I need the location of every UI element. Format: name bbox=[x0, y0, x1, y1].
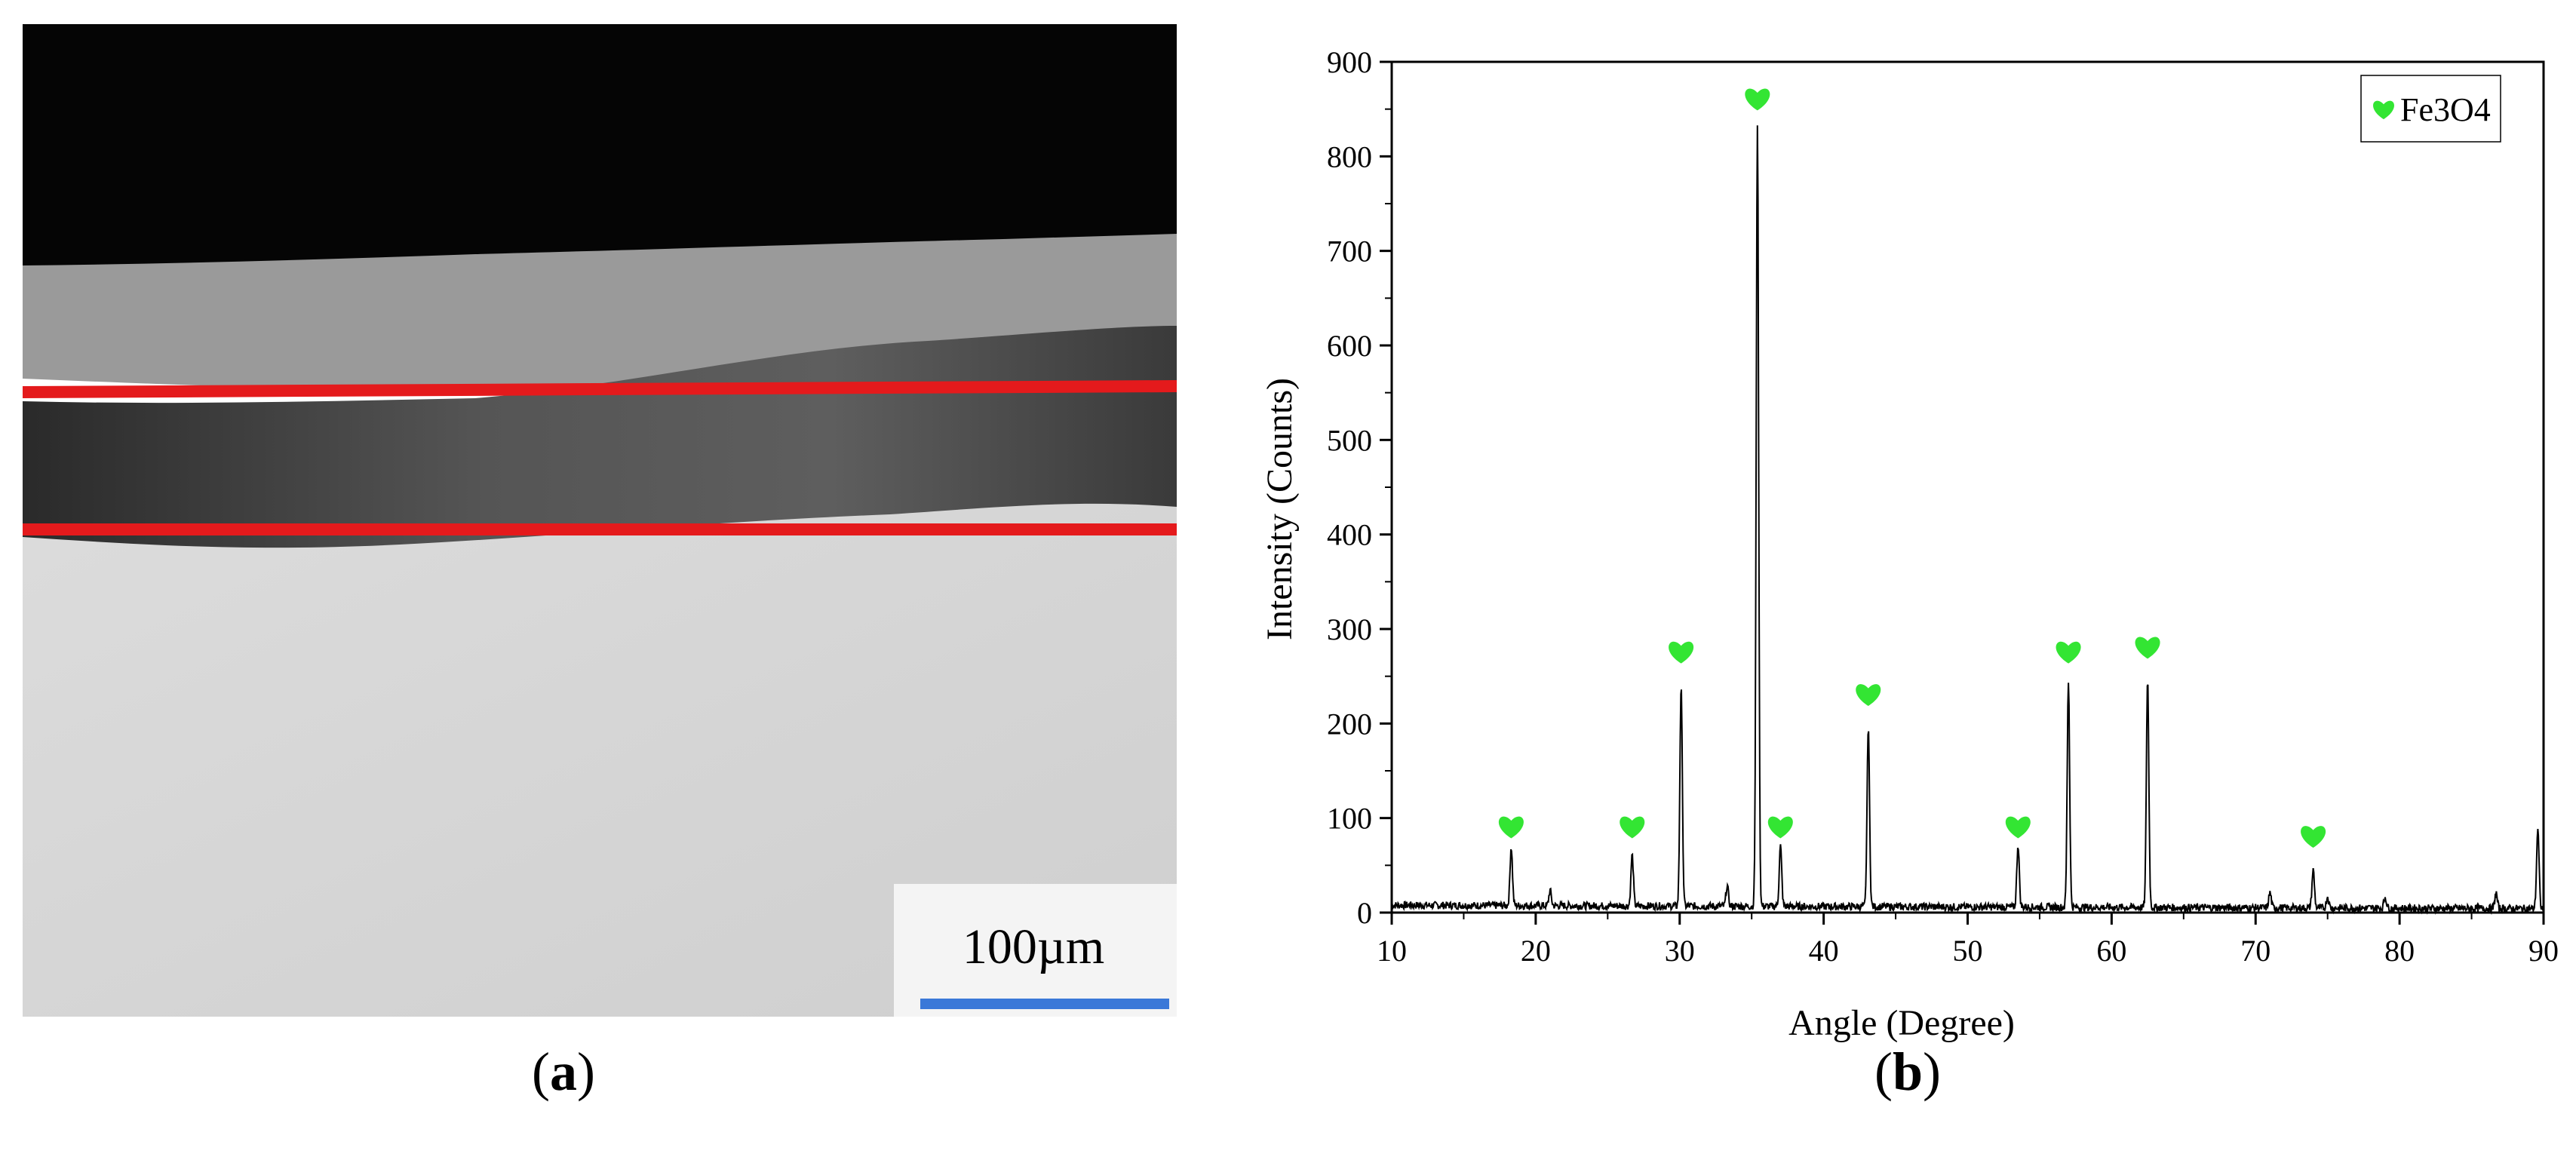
panel-label-a: (a) bbox=[532, 1042, 595, 1102]
fe3o4-marker-5 bbox=[1767, 816, 1793, 839]
x-tick-label: 20 bbox=[1521, 934, 1551, 968]
resin-region bbox=[23, 24, 1177, 273]
legend-label: Fe3O4 bbox=[2400, 91, 2491, 128]
fe3o4-marker-3 bbox=[1669, 641, 1694, 664]
x-tick-label: 90 bbox=[2528, 934, 2559, 968]
y-tick-label: 100 bbox=[1327, 802, 1372, 836]
chart-trace bbox=[1391, 125, 2544, 916]
fe3o4-marker-1 bbox=[1498, 816, 1524, 839]
x-tick-label: 10 bbox=[1377, 934, 1407, 968]
y-tick-label: 400 bbox=[1327, 518, 1372, 552]
x-axis-label: Angle (Degree) bbox=[1788, 1003, 2015, 1043]
panel-label-b: (b) bbox=[1874, 1042, 1942, 1102]
inner-oxide-layer bbox=[23, 326, 1177, 548]
y-tick-label: 500 bbox=[1327, 423, 1372, 457]
x-tick-label: 80 bbox=[2384, 934, 2415, 968]
chart-legend: Fe3O4 bbox=[2360, 75, 2501, 143]
xrd-trace bbox=[1391, 125, 2544, 916]
x-tick-label: 50 bbox=[1953, 934, 1983, 968]
y-tick-label: 800 bbox=[1327, 140, 1372, 173]
y-tick-label: 700 bbox=[1327, 235, 1372, 268]
x-tick-label: 60 bbox=[2096, 934, 2126, 968]
y-axis-label: Intensity (Counts) bbox=[1260, 378, 1300, 640]
y-tick-label: 300 bbox=[1327, 612, 1372, 646]
fe3o4-marker-10 bbox=[2301, 826, 2326, 848]
x-tick-label: 70 bbox=[2240, 934, 2271, 968]
y-tick-label: 200 bbox=[1327, 707, 1372, 741]
fe3o4-marker-4 bbox=[1745, 88, 1770, 111]
legend-heart-icon bbox=[2373, 100, 2394, 120]
scale-bar-panel bbox=[894, 884, 1177, 1017]
fe3o4-marker-9 bbox=[2135, 637, 2160, 659]
fe3o4-marker-7 bbox=[2005, 816, 2031, 839]
y-tick-label: 900 bbox=[1327, 45, 1372, 79]
y-tick-label: 0 bbox=[1357, 896, 1372, 930]
scale-bar bbox=[920, 999, 1169, 1009]
chart-ticks: 10 20 30 40 50 60 70 80 900100200300400500600700… bbox=[1327, 45, 2559, 968]
fe3o4-marker-6 bbox=[1856, 684, 1881, 707]
sem-micrograph: 100µm bbox=[23, 24, 1177, 1017]
fe3o4-marker-8 bbox=[2056, 641, 2081, 664]
y-tick-label: 600 bbox=[1327, 329, 1372, 363]
x-tick-label: 40 bbox=[1809, 934, 1839, 968]
scale-bar-label: 100µm bbox=[963, 919, 1104, 974]
marker-line-upper bbox=[23, 380, 1177, 398]
fe3o4-marker-2 bbox=[1620, 816, 1645, 839]
chart-axes bbox=[1390, 60, 2545, 914]
plot-frame bbox=[1390, 60, 2545, 914]
x-tick-label: 30 bbox=[1665, 934, 1695, 968]
chart-markers bbox=[1498, 88, 2326, 848]
